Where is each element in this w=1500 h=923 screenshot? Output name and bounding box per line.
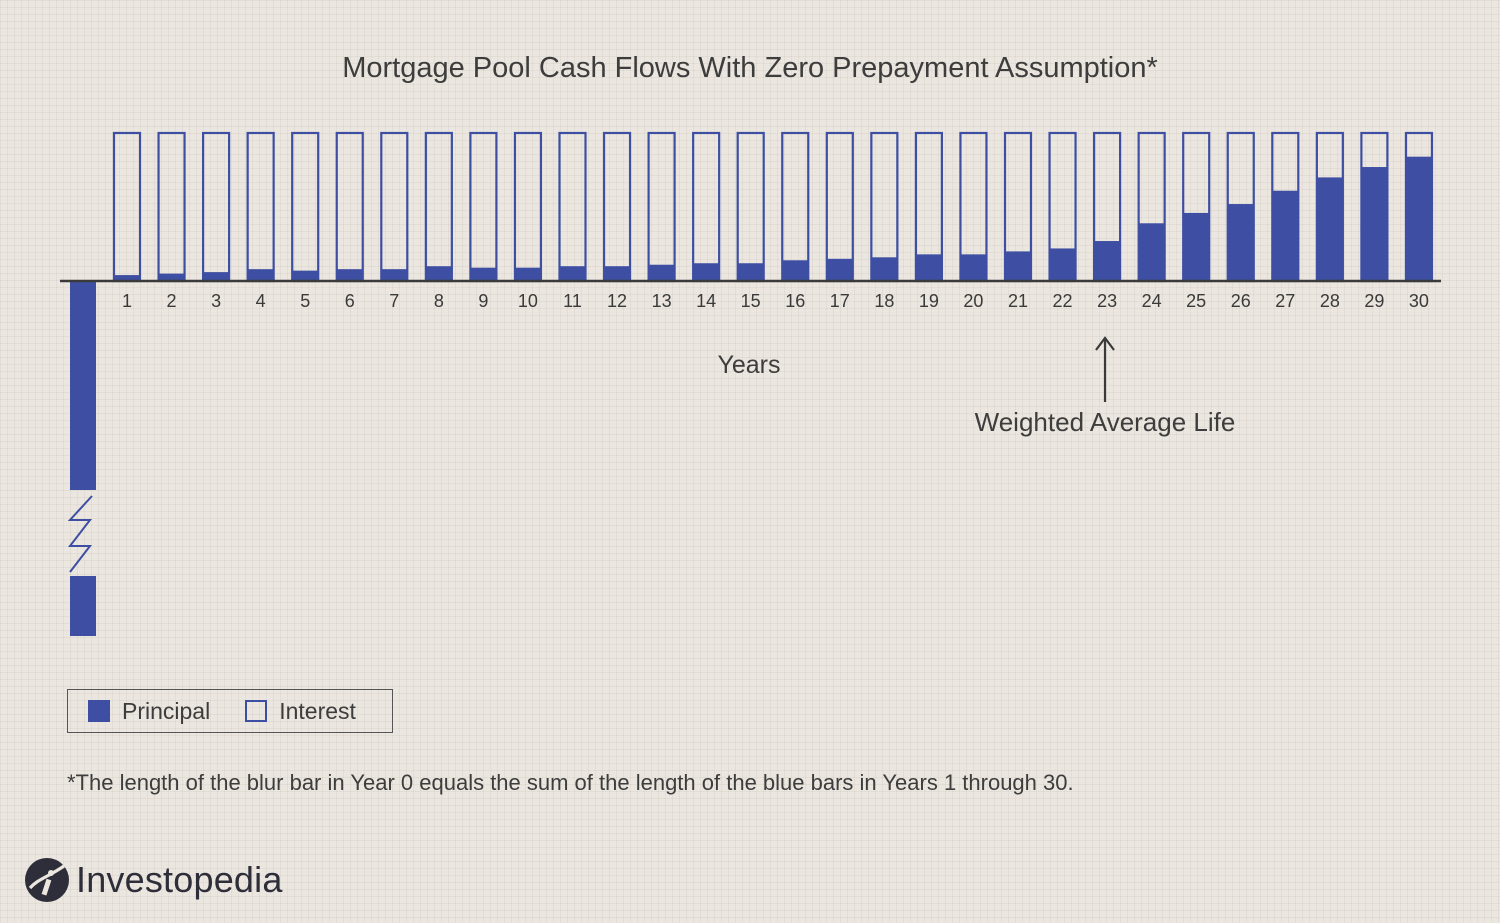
- principal-bar: [247, 269, 274, 281]
- interest-bar: [157, 131, 186, 283]
- principal-bar: [826, 258, 853, 281]
- principal-bar: [782, 260, 809, 281]
- x-tick-label: 25: [1186, 291, 1206, 311]
- year0-bar-upper: [70, 281, 96, 490]
- x-tick-label: 19: [919, 291, 939, 311]
- chart-title: Mortgage Pool Cash Flows With Zero Prepa…: [342, 52, 1158, 84]
- principal-bar: [1405, 156, 1432, 281]
- legend-item-principal: Principal: [68, 698, 210, 725]
- principal-swatch: [88, 700, 110, 722]
- brand-name: Investopedia: [76, 859, 283, 900]
- interest-swatch: [245, 700, 268, 722]
- principal-bar: [693, 263, 720, 281]
- interest-bar: [781, 131, 810, 283]
- principal-bar: [559, 266, 586, 281]
- principal-bar: [203, 272, 230, 281]
- principal-bar: [1094, 241, 1121, 281]
- brand-logo: Investopedia: [24, 854, 283, 906]
- principal-bar: [1049, 248, 1076, 281]
- interest-bar: [513, 131, 543, 283]
- interest-bar: [736, 131, 765, 283]
- x-tick-label: 16: [785, 291, 805, 311]
- interest-bar: [202, 131, 231, 283]
- year0-outflow: [67, 281, 96, 636]
- interest-bar: [558, 131, 587, 283]
- interest-bar: [112, 131, 142, 283]
- legend-principal-label: Principal: [122, 697, 211, 724]
- x-tick-label: 23: [1097, 291, 1117, 311]
- x-tick-labels: 1 2 3 4 5 6 7 8 9 10 11 12 13 14 15 16 17 18 19 20 21 22 23 24 2…: [122, 291, 1429, 311]
- principal-bar: [915, 254, 942, 281]
- interest-bar: [246, 131, 275, 283]
- principal-bar: [960, 254, 987, 281]
- interest-bar: [692, 131, 721, 283]
- principal-bar: [1361, 167, 1388, 281]
- principal-bar: [604, 266, 631, 281]
- x-tick-label: 18: [874, 291, 894, 311]
- x-tick-label: 11: [563, 291, 582, 311]
- principal-bar: [336, 269, 363, 281]
- weighted-average-life-annotation: Weighted Average Life: [975, 336, 1236, 437]
- legend: Principal Interest: [67, 689, 393, 733]
- x-axis-label: Years: [717, 351, 780, 379]
- principal-bar: [1227, 204, 1254, 281]
- x-tick-label: 27: [1275, 291, 1295, 311]
- x-tick-label: 1: [122, 291, 132, 311]
- interest-bar: [602, 131, 632, 283]
- interest-bar: [647, 131, 676, 283]
- principal-bar: [648, 264, 675, 281]
- x-tick-label: 21: [1008, 291, 1028, 311]
- x-tick-label: 3: [211, 291, 221, 311]
- interest-bar: [424, 131, 453, 283]
- interest-bar: [380, 131, 409, 283]
- footnote: *The length of the blur bar in Year 0 eq…: [67, 770, 1074, 795]
- interest-bar: [469, 131, 498, 283]
- wal-arrow-head: [1095, 336, 1115, 351]
- x-tick-label: 24: [1142, 291, 1162, 311]
- principal-bar: [470, 267, 497, 281]
- principal-bar: [1183, 212, 1210, 281]
- principal-bar: [1272, 190, 1299, 281]
- bars-layer: [112, 131, 1434, 283]
- x-tick-label: 2: [167, 291, 177, 311]
- legend-item-interest: Interest: [210, 698, 356, 725]
- principal-bar: [158, 273, 185, 281]
- x-tick-label: 5: [300, 291, 310, 311]
- axis-break-icon: [67, 495, 93, 573]
- interest-bar: [335, 131, 364, 283]
- x-tick-label: 15: [741, 291, 761, 311]
- wal-label: Weighted Average Life: [975, 407, 1236, 437]
- principal-bar: [514, 267, 541, 281]
- interest-bar: [291, 131, 320, 283]
- principal-bar: [871, 257, 898, 281]
- principal-bar: [425, 266, 452, 281]
- x-tick-label: 8: [434, 291, 444, 311]
- principal-bar: [114, 275, 140, 281]
- x-tick-label: 14: [696, 291, 716, 311]
- x-tick-label: 4: [256, 291, 266, 311]
- x-tick-label: 26: [1231, 291, 1251, 311]
- x-tick-label: 29: [1364, 291, 1384, 311]
- x-tick-label: 12: [607, 291, 627, 311]
- x-tick-label: 13: [652, 291, 672, 311]
- x-tick-label: 7: [389, 291, 399, 311]
- principal-bar: [1138, 223, 1165, 281]
- investopedia-logo-icon: [25, 858, 69, 902]
- principal-bar: [737, 263, 764, 281]
- x-tick-label: 28: [1320, 291, 1340, 311]
- principal-bar: [1316, 177, 1343, 281]
- x-tick-label: 17: [830, 291, 850, 311]
- principal-bar: [381, 269, 408, 281]
- x-tick-label: 10: [518, 291, 538, 311]
- x-tick-label: 9: [478, 291, 488, 311]
- x-tick-label: 6: [345, 291, 355, 311]
- principal-bar: [1005, 251, 1031, 281]
- x-tick-label: 20: [963, 291, 983, 311]
- year0-bar-lower: [70, 576, 96, 636]
- x-tick-label: 22: [1053, 291, 1073, 311]
- x-tick-label: 30: [1409, 291, 1429, 311]
- principal-bar: [292, 270, 319, 281]
- legend-interest-label: Interest: [279, 697, 356, 724]
